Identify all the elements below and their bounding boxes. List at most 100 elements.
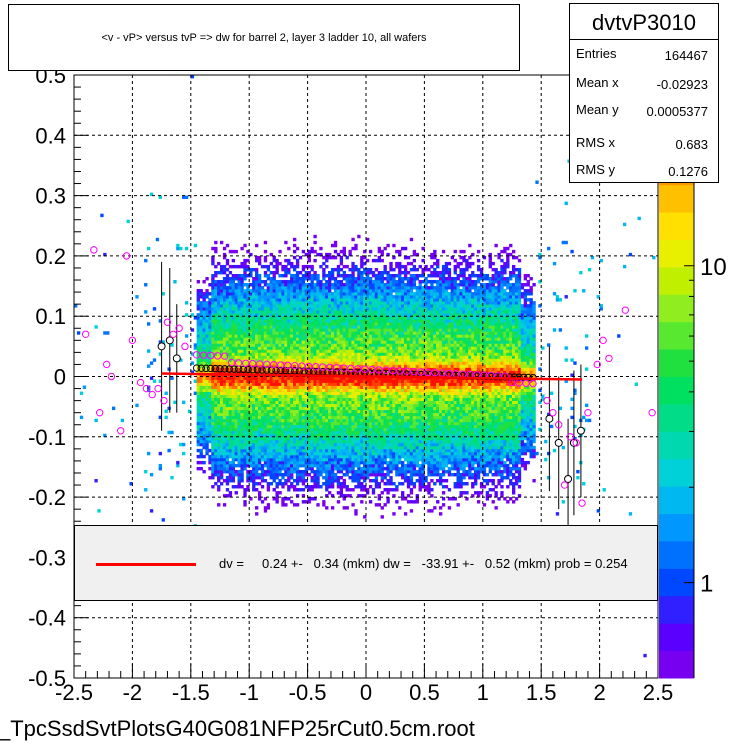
heatmap-bin <box>316 283 320 287</box>
heatmap-bin <box>342 364 346 368</box>
heatmap-bin <box>357 355 361 359</box>
heatmap-bin <box>392 512 396 516</box>
heatmap-bin <box>374 304 379 308</box>
heatmap-bin <box>301 479 306 483</box>
heatmap-bin <box>304 472 308 477</box>
heatmap-bin <box>325 289 329 293</box>
heatmap-bin <box>336 334 341 338</box>
heatmap-bin <box>307 379 311 383</box>
heatmap-bin <box>354 322 358 326</box>
heatmap-bin <box>272 385 276 389</box>
heatmap-bin <box>231 325 235 329</box>
heatmap-bin <box>351 403 355 408</box>
heatmap-bin <box>205 295 209 299</box>
heatmap-bin <box>351 298 355 302</box>
heatmap-bin <box>281 367 285 371</box>
heatmap-bin <box>339 316 344 320</box>
heatmap-bin <box>231 361 235 365</box>
heatmap-bin <box>260 448 265 453</box>
heatmap-bin <box>348 376 352 380</box>
heatmap-bin <box>199 430 203 435</box>
heatmap-bin <box>240 385 244 389</box>
heatmap-bin <box>380 397 384 402</box>
heatmap-bin <box>322 400 326 405</box>
heatmap-bin <box>214 433 218 438</box>
heatmap-bin <box>339 406 344 411</box>
heatmap-bin <box>243 340 247 344</box>
heatmap-bin <box>293 382 297 386</box>
heatmap-bin <box>252 472 256 477</box>
heatmap-bin <box>284 388 288 392</box>
heatmap-bin <box>257 439 262 444</box>
heatmap-bin <box>217 382 221 386</box>
heatmap-bin <box>272 280 276 284</box>
heatmap-bin <box>392 352 396 356</box>
heatmap-bin <box>354 460 358 465</box>
heatmap-bin <box>386 328 390 332</box>
heatmap-bin <box>208 337 212 341</box>
heatmap-bin <box>380 310 384 314</box>
heatmap-bin <box>257 472 262 477</box>
heatmap-bin <box>301 249 306 254</box>
heatmap-bin <box>237 346 241 350</box>
heatmap-bin <box>392 457 396 462</box>
heatmap-bin <box>225 273 230 278</box>
heatmap-bin <box>322 424 326 429</box>
heatmap-bin <box>380 298 384 302</box>
heatmap-bin <box>368 457 373 462</box>
heatmap-bin <box>220 376 224 380</box>
heatmap-bin <box>275 469 279 474</box>
heatmap-bin <box>368 382 373 386</box>
heatmap-bin <box>295 343 300 347</box>
heatmap-bin <box>243 415 247 420</box>
heatmap-bin <box>366 394 370 399</box>
heatmap-bin <box>217 439 221 444</box>
heatmap-bin <box>368 500 373 504</box>
heatmap-bin <box>222 280 227 284</box>
heatmap-bin <box>360 307 364 311</box>
heatmap-bin <box>222 466 227 471</box>
heatmap-bin <box>252 436 256 441</box>
heatmap-bin <box>328 391 332 395</box>
heatmap-bin <box>293 343 297 347</box>
heatmap-bin <box>225 316 230 320</box>
heatmap-bin <box>211 475 215 480</box>
heatmap-bin <box>249 331 253 335</box>
heatmap-bin <box>389 325 393 329</box>
heatmap-bin <box>284 301 288 305</box>
heatmap-bin <box>325 451 329 456</box>
heatmap-bin <box>202 343 206 347</box>
heatmap-bin <box>354 391 358 395</box>
heatmap-bin <box>342 388 346 392</box>
heatmap-bin <box>208 331 212 335</box>
heatmap-bin <box>330 442 335 447</box>
heatmap-bin <box>287 310 291 314</box>
heatmap-bin <box>383 445 387 450</box>
heatmap-bin <box>263 457 268 462</box>
heatmap-bin <box>307 264 311 269</box>
heatmap-bin <box>386 397 390 402</box>
heatmap-bin <box>214 415 218 420</box>
heatmap-bin <box>263 400 268 405</box>
heatmap-bin <box>366 295 370 299</box>
heatmap-bin <box>380 415 384 420</box>
heatmap-bin <box>275 466 279 471</box>
heatmap-bin <box>295 388 300 392</box>
heatmap-bin <box>208 397 212 402</box>
heatmap-bin <box>211 436 215 441</box>
heatmap-bin <box>199 340 203 344</box>
heatmap-bin <box>301 430 306 435</box>
heatmap-bin <box>284 340 288 344</box>
heatmap-bin <box>281 460 285 465</box>
heatmap-bin <box>328 355 332 359</box>
heatmap-bin <box>278 346 282 350</box>
heatmap-bin <box>313 249 317 254</box>
heatmap-bin <box>240 355 244 359</box>
heatmap-bin <box>269 304 273 308</box>
heatmap-bin <box>257 376 262 380</box>
heatmap-bin <box>217 289 221 293</box>
heatmap-bin <box>386 343 390 347</box>
heatmap-bin <box>357 295 361 299</box>
heatmap-bin <box>257 385 262 389</box>
heatmap-bin <box>243 430 247 435</box>
